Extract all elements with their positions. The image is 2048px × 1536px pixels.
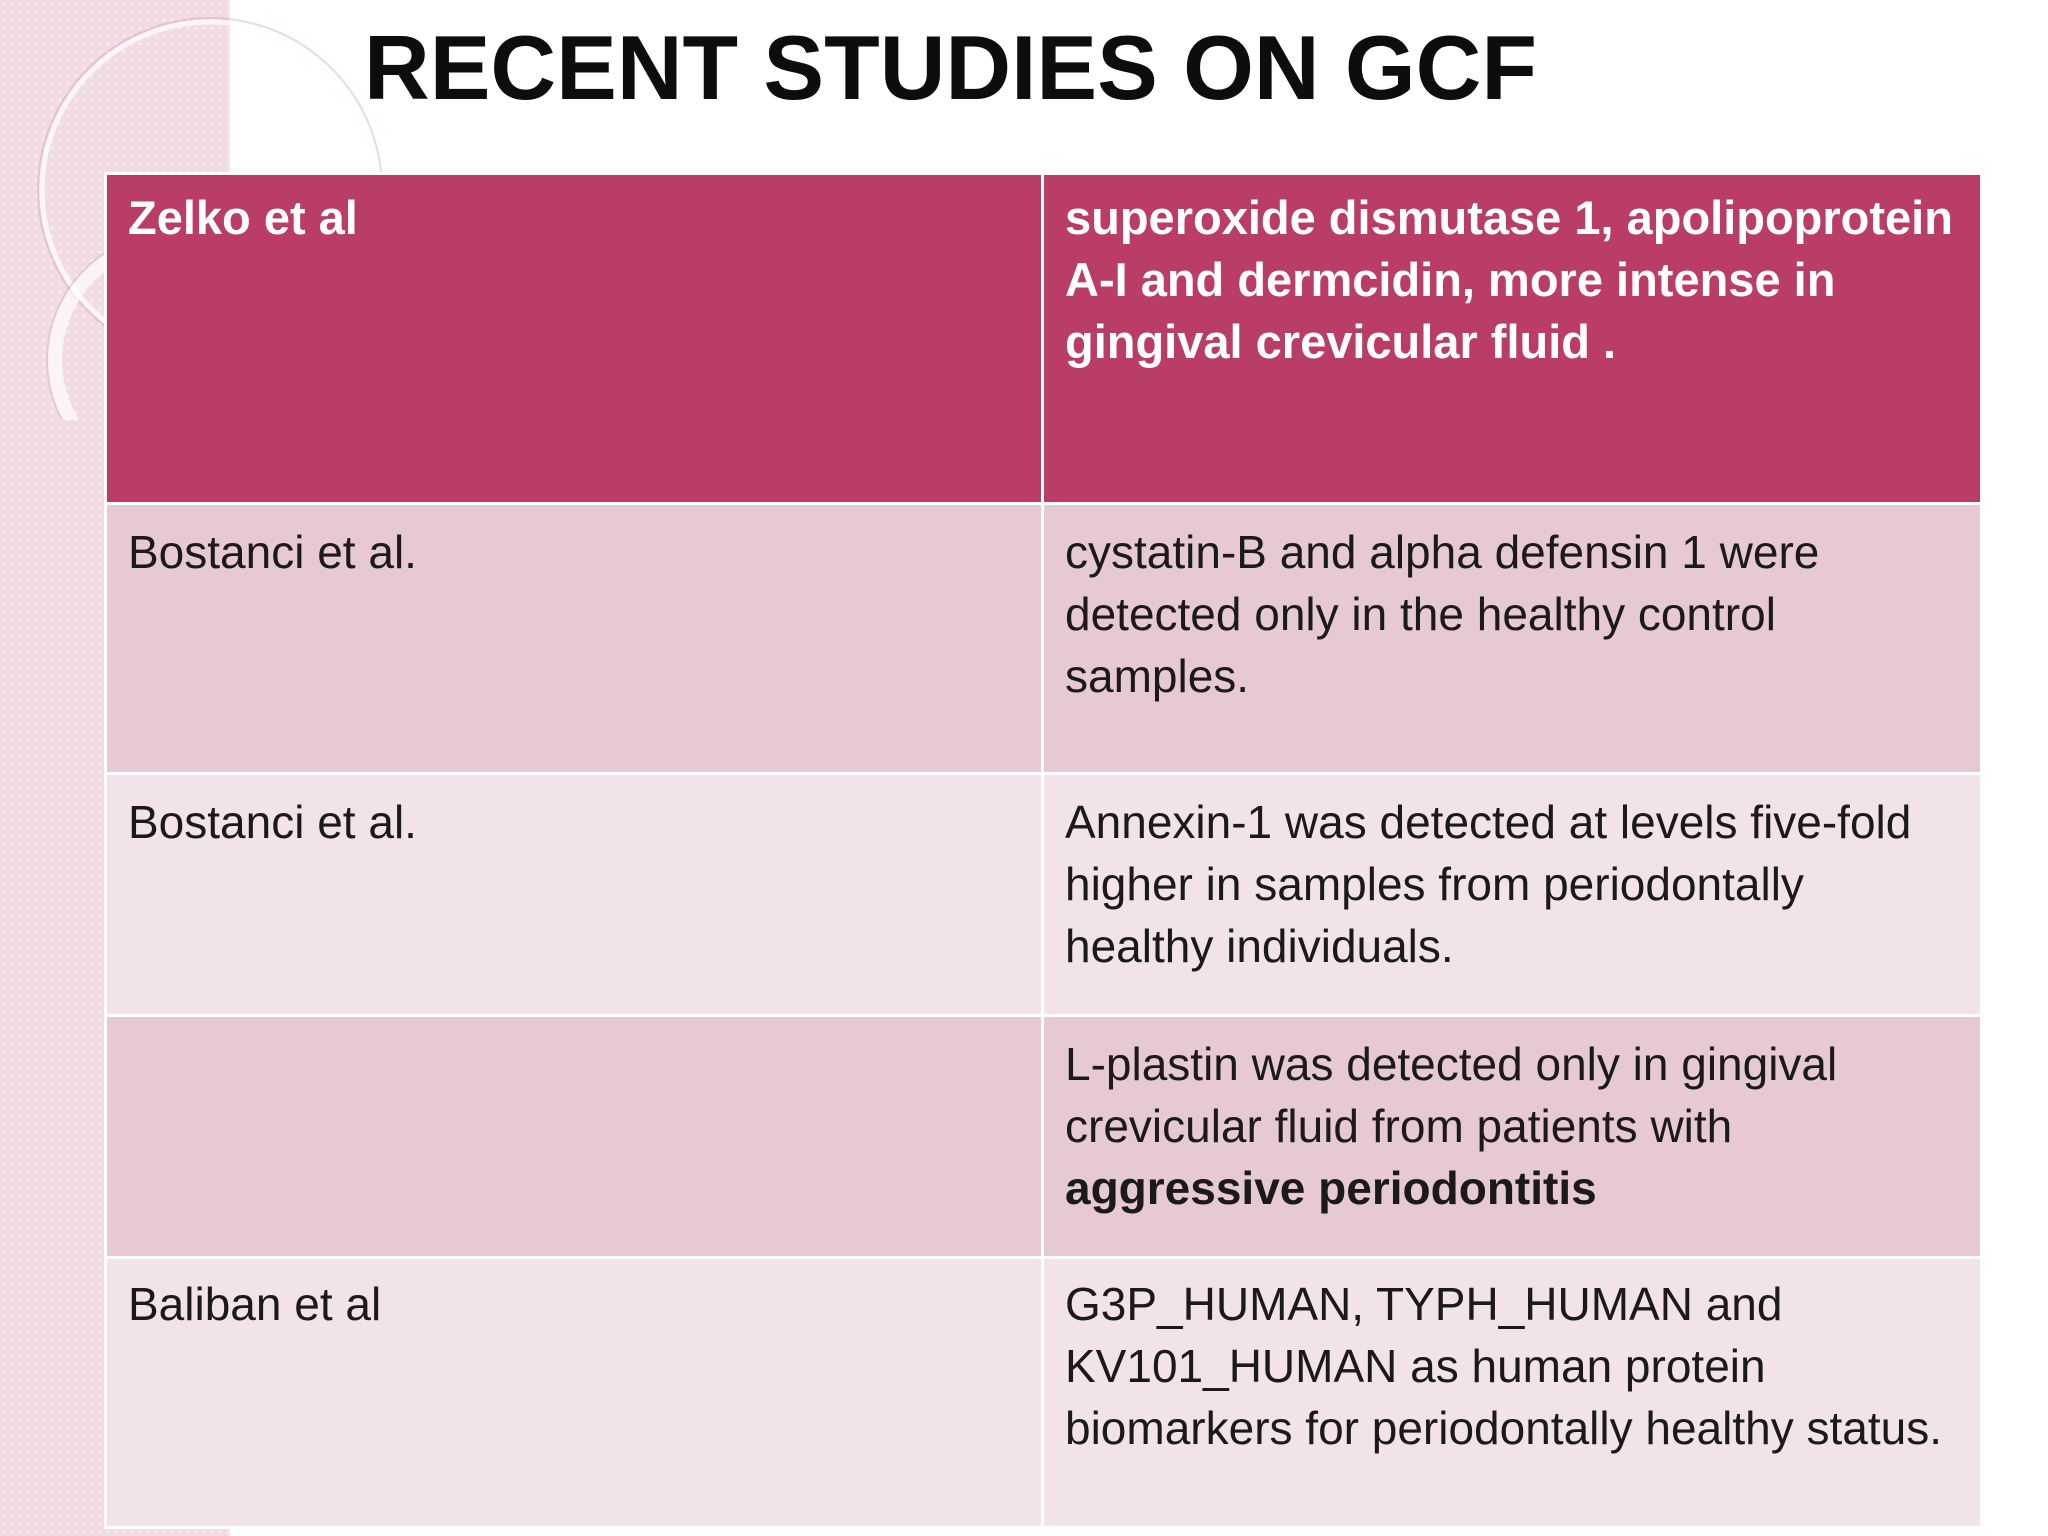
table-row: Baliban et al G3P_HUMAN, TYPH_HUMAN and … (104, 1256, 1983, 1529)
author-cell: Bostanci et al. (104, 502, 1044, 775)
author-cell (104, 1014, 1044, 1259)
table-row: Zelko et al superoxide dismutase 1, apol… (104, 172, 1983, 505)
finding-cell: Annexin-1 was detected at levels five-fo… (1041, 772, 1983, 1017)
finding-cell: L-plastin was detected only in gingival … (1041, 1014, 1983, 1259)
author-cell: Baliban et al (104, 1256, 1044, 1529)
finding-cell: G3P_HUMAN, TYPH_HUMAN and KV101_HUMAN as… (1041, 1256, 1983, 1529)
finding-cell: superoxide dismutase 1, apolipoprotein A… (1041, 172, 1983, 505)
finding-cell: cystatin-B and alpha defensin 1 were det… (1041, 502, 1983, 775)
studies-table: Zelko et al superoxide dismutase 1, apol… (104, 172, 1983, 1529)
table-row: Bostanci et al. cystatin-B and alpha def… (104, 502, 1983, 775)
finding-text: L-plastin was detected only in gingival … (1065, 1038, 1838, 1152)
author-cell: Zelko et al (104, 172, 1044, 505)
table-row: Bostanci et al. Annexin-1 was detected a… (104, 772, 1983, 1017)
finding-emphasis: aggressive periodontitis (1065, 1162, 1597, 1214)
table-row: L-plastin was detected only in gingival … (104, 1014, 1983, 1259)
author-cell: Bostanci et al. (104, 772, 1044, 1017)
slide-title: RECENT STUDIES ON GCF (364, 18, 1537, 119)
